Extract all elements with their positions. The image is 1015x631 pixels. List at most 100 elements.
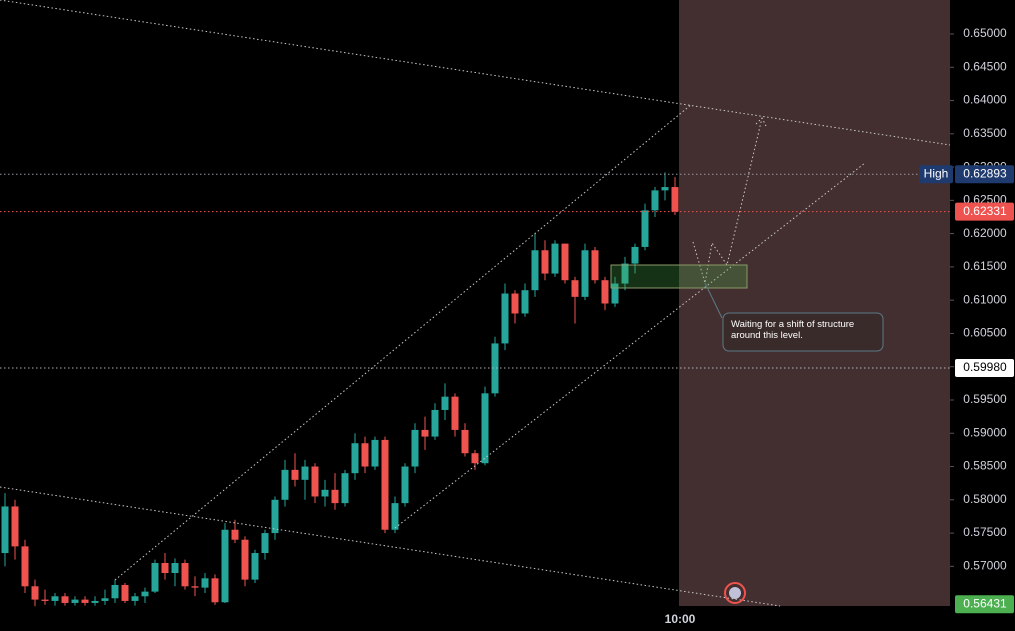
- candle-body: [621, 263, 629, 284]
- y-tick-label: 0.63500: [963, 126, 1007, 140]
- event-flag: [729, 587, 741, 599]
- price-tag: [955, 359, 1014, 378]
- candle-body: [121, 584, 129, 601]
- y-tick-label: 0.61000: [963, 292, 1007, 306]
- candle-body: [251, 553, 259, 580]
- candle-body: [81, 599, 89, 603]
- callout-text: Waiting for a shift of structure around …: [731, 319, 855, 341]
- callout-pointer: [704, 282, 723, 319]
- event-icon: [724, 582, 746, 604]
- price-tag-label: 0.59980: [963, 360, 1007, 374]
- candle-body: [321, 489, 329, 497]
- trendline: [0, 0, 951, 146]
- candle-body: [431, 409, 439, 437]
- y-tick-label: 0.59500: [963, 392, 1007, 406]
- candle-body: [301, 466, 309, 480]
- candle-body: [91, 600, 99, 603]
- zone-box: [610, 264, 748, 289]
- candle-body: [351, 443, 359, 474]
- candle-body: [111, 584, 119, 599]
- candle-body: [461, 429, 469, 454]
- y-tick-label: 0.58000: [963, 492, 1007, 506]
- candle-body: [661, 187, 669, 191]
- name-tag: [919, 165, 953, 184]
- candle-body: [381, 439, 389, 530]
- candle-body: [1, 506, 9, 554]
- name-tag-label: High: [924, 166, 949, 180]
- y-tick-label: 0.57500: [963, 525, 1007, 539]
- candle-body: [511, 293, 519, 314]
- candle-body: [401, 466, 409, 504]
- price-tag-label: 0.62893: [963, 166, 1007, 180]
- candle-body: [131, 596, 139, 601]
- drawings: [0, 0, 951, 607]
- candle-body: [11, 506, 19, 547]
- candle-body: [51, 596, 59, 601]
- plot: [0, 172, 950, 607]
- candle-body: [551, 243, 559, 274]
- candle-body: [601, 280, 609, 304]
- candle-body: [481, 393, 489, 464]
- price-tag: [955, 202, 1014, 221]
- price-tag-label: 0.62331: [963, 204, 1007, 218]
- price-tag: [955, 595, 1014, 614]
- candle-body: [341, 473, 349, 504]
- candle-body: [491, 343, 499, 394]
- candle-body: [471, 453, 479, 464]
- candle-body: [531, 250, 539, 291]
- candle-body: [311, 466, 319, 497]
- candle-body: [21, 546, 29, 587]
- candle-body: [221, 529, 229, 603]
- candle-body: [201, 578, 209, 588]
- candle-body: [611, 283, 619, 304]
- y-tick-label: 0.65000: [963, 26, 1007, 40]
- candle-body: [181, 563, 189, 587]
- candle-body: [421, 429, 429, 437]
- candle-body: [71, 599, 79, 603]
- candle-body: [541, 250, 549, 274]
- y-tick-label: 0.60500: [963, 326, 1007, 340]
- candle-body: [501, 293, 509, 344]
- candle-body: [291, 469, 299, 480]
- y-tick-label: 0.59000: [963, 425, 1007, 439]
- price-axis: 0.650000.645000.640000.635000.630000.625…: [665, 26, 1014, 626]
- y-tick-label: 0.58500: [963, 459, 1007, 473]
- candle-body: [61, 596, 69, 603]
- candle-body: [641, 210, 649, 247]
- candle-body: [591, 250, 599, 281]
- candle-body: [361, 443, 369, 467]
- candle-body: [671, 187, 679, 212]
- callout-box: [722, 312, 884, 352]
- candle-body: [371, 439, 379, 467]
- y-tick-label: 0.64000: [963, 93, 1007, 107]
- candle-body: [451, 396, 459, 430]
- projection-path: [692, 117, 763, 284]
- candle-body: [581, 250, 589, 297]
- candle-body: [411, 429, 419, 467]
- price-tag-label: 0.56431: [963, 596, 1007, 610]
- candle-body: [151, 563, 159, 592]
- y-tick-label: 0.64500: [963, 59, 1007, 73]
- candle-body: [441, 396, 449, 410]
- channel-upper: [114, 103, 693, 581]
- candle-body: [391, 503, 399, 530]
- candle-body: [41, 599, 49, 601]
- candle-body: [561, 243, 569, 281]
- callout: Waiting for a shift of structure around …: [731, 319, 855, 341]
- candle-body: [281, 469, 289, 500]
- candle-body: [261, 533, 269, 554]
- candle-body: [231, 529, 239, 540]
- candle-body: [331, 489, 339, 504]
- candle-body: [101, 598, 109, 601]
- x-tick-label: 10:00: [665, 612, 696, 626]
- candle-body: [161, 563, 169, 573]
- candle-body: [241, 539, 249, 580]
- y-tick-label: 0.57000: [963, 559, 1007, 573]
- y-tick-label: 0.61500: [963, 259, 1007, 273]
- candle-body: [211, 578, 219, 603]
- candle-body: [521, 290, 529, 314]
- candle-body: [31, 586, 39, 600]
- candle-body: [631, 246, 639, 264]
